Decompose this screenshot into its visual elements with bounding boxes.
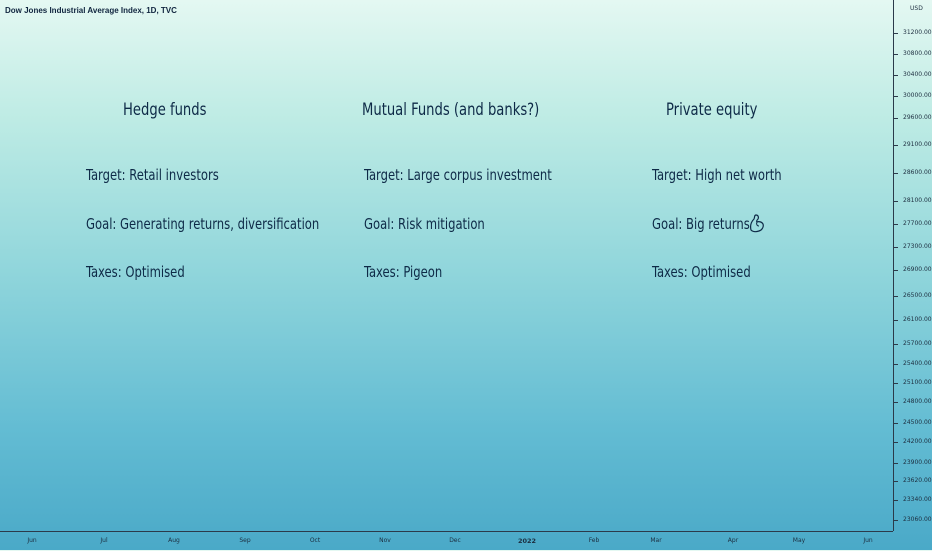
price-tick-label: 23900.00 [903,459,932,466]
mutual-funds-taxes[interactable]: Taxes: Pigeon [364,263,443,281]
private-equity-goal-text: Goal: Big returns [652,215,750,233]
time-tick-label: Apr [727,537,739,544]
hedge-funds-taxes[interactable]: Taxes: Optimised [86,263,185,281]
time-tick-label: Aug [168,537,180,544]
price-tick-label: 23340.00 [903,496,932,503]
price-tick [894,173,898,174]
price-tick-label: 25100.00 [903,379,932,386]
time-tick-label: Mar [650,537,662,544]
price-tick [894,75,898,76]
price-tick-label: 30800.00 [903,50,932,57]
price-tick [894,383,898,384]
price-tick-label: 26100.00 [903,316,932,323]
hedge-funds-target[interactable]: Target: Retail investors [86,166,219,184]
time-tick-label: Feb [588,537,600,544]
price-tick [894,96,898,97]
price-tick [894,481,898,482]
price-tick [894,402,898,403]
time-tick-label: May [792,537,806,544]
price-tick [894,54,898,55]
flexed-biceps-icon [748,213,766,233]
chart-area[interactable]: Dow Jones Industrial Average Index, 1D, … [0,0,893,531]
price-tick-label: 23620.00 [903,477,932,484]
price-tick-label: 30400.00 [903,71,932,78]
time-tick-label: Nov [379,537,391,544]
private-equity-target[interactable]: Target: High net worth [652,166,782,184]
hedge-funds-goal[interactable]: Goal: Generating returns, diversificatio… [86,215,320,233]
mutual-funds-target[interactable]: Target: Large corpus investment [364,166,552,184]
time-tick-label: Sep [239,537,251,544]
price-tick-label: 23060.00 [903,516,932,523]
private-equity-goal[interactable]: Goal: Big returns [652,215,750,233]
price-axis[interactable]: 31200.00 30800.00 30400.00 30000.00 29600.00… [893,0,932,531]
mutual-funds-goal[interactable]: Goal: Risk mitigation [364,215,485,233]
price-tick [894,320,898,321]
axis-corner[interactable] [893,531,932,550]
price-tick [894,442,898,443]
price-tick [894,463,898,464]
time-tick-label: 2022 [517,537,537,545]
price-tick [894,247,898,248]
price-tick-label: 28600.00 [903,169,932,176]
mutual-funds-heading[interactable]: Mutual Funds (and banks?) [362,100,540,120]
price-tick-label: 25400.00 [903,360,932,367]
price-tick-label: 26900.00 [903,266,932,273]
price-tick-label: 27700.00 [903,220,932,227]
price-tick-label: 24800.00 [903,398,932,405]
price-tick-label: 25700.00 [903,340,932,347]
time-tick-label: Jun [863,537,873,544]
time-tick-label: Oct [309,537,321,544]
price-tick-label: 24200.00 [903,438,932,445]
price-tick-label: 26500.00 [903,292,932,299]
price-tick [894,270,898,271]
chart-title[interactable]: Dow Jones Industrial Average Index, 1D, … [5,6,177,15]
price-tick [894,33,898,34]
price-tick [894,344,898,345]
price-tick [894,520,898,521]
price-tick-label: 24500.00 [903,419,932,426]
price-tick [894,500,898,501]
price-tick-label: 29100.00 [903,141,932,148]
price-tick-label: 27300.00 [903,243,932,250]
price-tick [894,364,898,365]
price-tick [894,423,898,424]
price-tick-label: 31200.00 [903,29,932,36]
price-tick [894,145,898,146]
currency-label[interactable]: USD [910,5,923,12]
price-tick [894,118,898,119]
private-equity-heading[interactable]: Private equity [666,100,758,120]
price-tick-label: 30000.00 [903,92,932,99]
price-tick-label: 28100.00 [903,197,932,204]
price-tick [894,224,898,225]
time-tick-label: Jul [100,537,108,544]
price-tick-label: 29600.00 [903,114,932,121]
hedge-funds-heading[interactable]: Hedge funds [123,100,207,120]
private-equity-taxes[interactable]: Taxes: Optimised [652,263,751,281]
time-tick-label: Jun [27,537,37,544]
time-tick-label: Dec [449,537,461,544]
price-tick [894,201,898,202]
price-tick [894,296,898,297]
time-axis[interactable]: Jun Jul Aug Sep Oct Nov Dec 2022 Feb Mar Apr May Jun [0,531,893,551]
